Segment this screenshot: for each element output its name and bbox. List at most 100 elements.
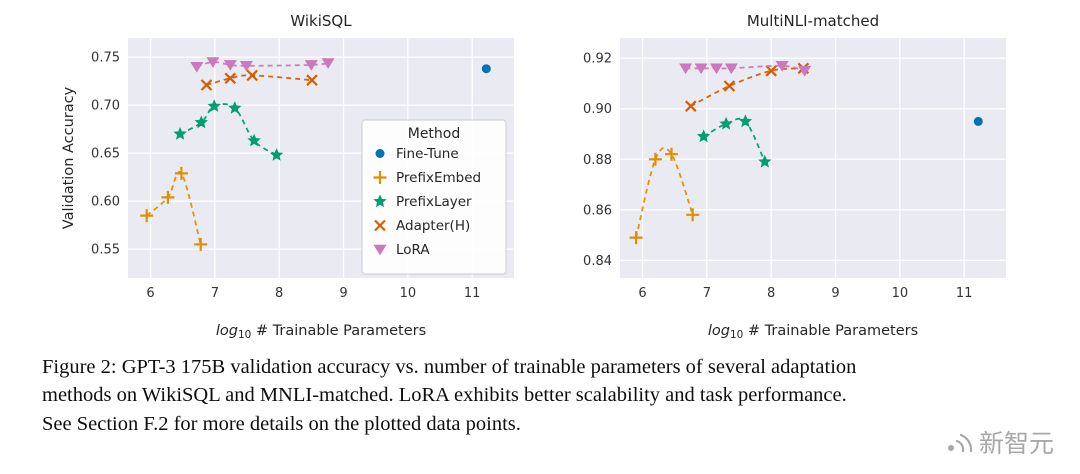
data-point-marker xyxy=(373,244,387,256)
series-PrefixEmbed xyxy=(140,166,208,251)
data-point-marker xyxy=(481,64,491,74)
tick-labels: 6 7 8 9 10 11 0.84 0.86 0.88 0.90 0.92 xyxy=(583,52,972,301)
data-point-marker xyxy=(194,237,208,251)
svg-text:0.55: 0.55 xyxy=(91,243,120,258)
caption-line-2: methods on WikiSQL and MNLI-matched. LoR… xyxy=(42,384,847,407)
series-Adapter(H) xyxy=(200,69,318,91)
svg-text:11: 11 xyxy=(956,286,973,301)
data-point-marker xyxy=(321,58,335,69)
series-line xyxy=(690,67,804,107)
svg-text:8: 8 xyxy=(767,286,775,301)
data-point-marker xyxy=(207,99,221,112)
data-point-marker xyxy=(723,80,736,92)
svg-text:8: 8 xyxy=(275,286,283,301)
chart-multinli-matched: 6 7 8 9 10 11 0.84 0.86 0.88 0.90 0.92 MultiNLI-mat… xyxy=(583,12,1006,341)
data-point-marker xyxy=(374,219,386,232)
data-point-marker xyxy=(765,65,777,77)
data-point-marker xyxy=(228,101,242,114)
svg-text:0.60: 0.60 xyxy=(91,195,120,210)
data-point-marker xyxy=(161,190,175,204)
data-point-marker xyxy=(140,209,154,223)
data-point-marker xyxy=(200,79,213,91)
data-point-marker xyxy=(190,62,204,73)
series-PrefixLayer xyxy=(696,114,772,168)
svg-text:9: 9 xyxy=(831,286,839,301)
svg-text:9: 9 xyxy=(339,286,347,301)
data-point-marker xyxy=(173,127,187,140)
legend-item-label: LoRA xyxy=(396,242,430,258)
watermark-text: 新智元 xyxy=(978,429,1054,458)
svg-text:0.92: 0.92 xyxy=(583,52,612,67)
svg-text:6: 6 xyxy=(146,286,154,301)
series-LoRA xyxy=(679,61,812,77)
series-line xyxy=(703,117,766,163)
data-point-marker xyxy=(724,63,738,75)
svg-text:0.86: 0.86 xyxy=(583,203,612,218)
data-point-marker xyxy=(239,61,253,72)
y-axis-label: Validation Accuracy xyxy=(61,86,77,229)
watermark: 新智元 xyxy=(942,424,1054,460)
data-point-marker xyxy=(648,152,662,166)
data-point-marker xyxy=(798,66,812,77)
data-point-marker xyxy=(665,147,678,161)
data-point-marker xyxy=(246,69,258,82)
data-point-marker xyxy=(206,57,220,68)
data-point-marker xyxy=(686,208,700,222)
series-Fine-Tune xyxy=(973,116,983,126)
svg-text:0.90: 0.90 xyxy=(583,102,612,117)
legend: Method Fine-Tune PrefixEmbed PrefixLayer Ada… xyxy=(361,119,507,275)
series-line xyxy=(206,74,313,86)
svg-text:7: 7 xyxy=(703,286,711,301)
tick-labels: 6 7 8 9 10 11 0.55 0.60 0.65 0.70 0.75 xyxy=(91,51,480,301)
data-point-marker xyxy=(719,116,733,130)
data-point-marker xyxy=(685,100,697,112)
legend-item-label: Adapter(H) xyxy=(396,218,470,234)
data-point-marker xyxy=(375,149,385,158)
data-point-marker xyxy=(306,74,318,86)
caption-line-1: Figure 2: GPT-3 175B validation accuracy… xyxy=(42,356,857,378)
data-point-marker xyxy=(775,61,789,72)
data-point-marker xyxy=(223,60,237,71)
data-point-marker xyxy=(758,154,772,168)
legend-item-label: PrefixLayer xyxy=(396,194,472,210)
legend-box xyxy=(361,119,507,275)
data-point-marker xyxy=(174,166,188,180)
svg-text:0.75: 0.75 xyxy=(91,51,120,66)
data-point-marker xyxy=(247,133,261,147)
chart-wikisql: 6 7 8 9 10 11 0.55 0.60 0.65 0.70 0.75 WikiSQL log10… xyxy=(61,12,514,341)
data-point-marker xyxy=(629,231,643,245)
data-point-marker xyxy=(738,114,753,128)
figure-caption: Figure 2: GPT-3 175B validation accuracy… xyxy=(42,353,1050,438)
plot-background xyxy=(620,38,1006,278)
data-point-marker xyxy=(373,194,387,208)
legend-item-label: Fine-Tune xyxy=(396,146,459,162)
data-point-marker xyxy=(710,63,723,75)
svg-text:0.70: 0.70 xyxy=(91,99,120,114)
chart-title: MultiNLI-matched xyxy=(747,12,879,30)
svg-text:7: 7 xyxy=(211,286,219,301)
data-point-marker xyxy=(973,116,983,126)
data-point-marker xyxy=(696,129,711,143)
grid-lines xyxy=(620,38,1006,278)
series-Fine-Tune xyxy=(481,64,491,74)
chart-title: WikiSQL xyxy=(290,12,352,30)
charts-row: 6 7 8 9 10 11 0.55 0.60 0.65 0.70 0.75 WikiSQL log10… xyxy=(56,8,1080,343)
data-point-marker xyxy=(373,171,387,184)
data-point-marker xyxy=(194,115,208,129)
svg-text:0.84: 0.84 xyxy=(583,254,612,269)
svg-text:11: 11 xyxy=(464,286,481,301)
legend-item-label: PrefixEmbed xyxy=(396,170,481,186)
data-point-marker xyxy=(269,148,284,161)
series-line xyxy=(635,147,694,238)
series-LoRA xyxy=(190,57,335,73)
megaphone-icon xyxy=(947,433,973,453)
data-point-marker xyxy=(224,72,237,85)
series-PrefixLayer xyxy=(173,99,284,161)
series-PrefixEmbed xyxy=(629,147,700,245)
svg-text:0.65: 0.65 xyxy=(91,147,120,162)
caption-line-3: See Section F.2 for more details on the … xyxy=(42,412,521,435)
data-point-marker xyxy=(694,63,708,75)
x-axis-label: log10 # Trainable Parameters xyxy=(216,323,426,341)
series-line xyxy=(146,171,202,245)
